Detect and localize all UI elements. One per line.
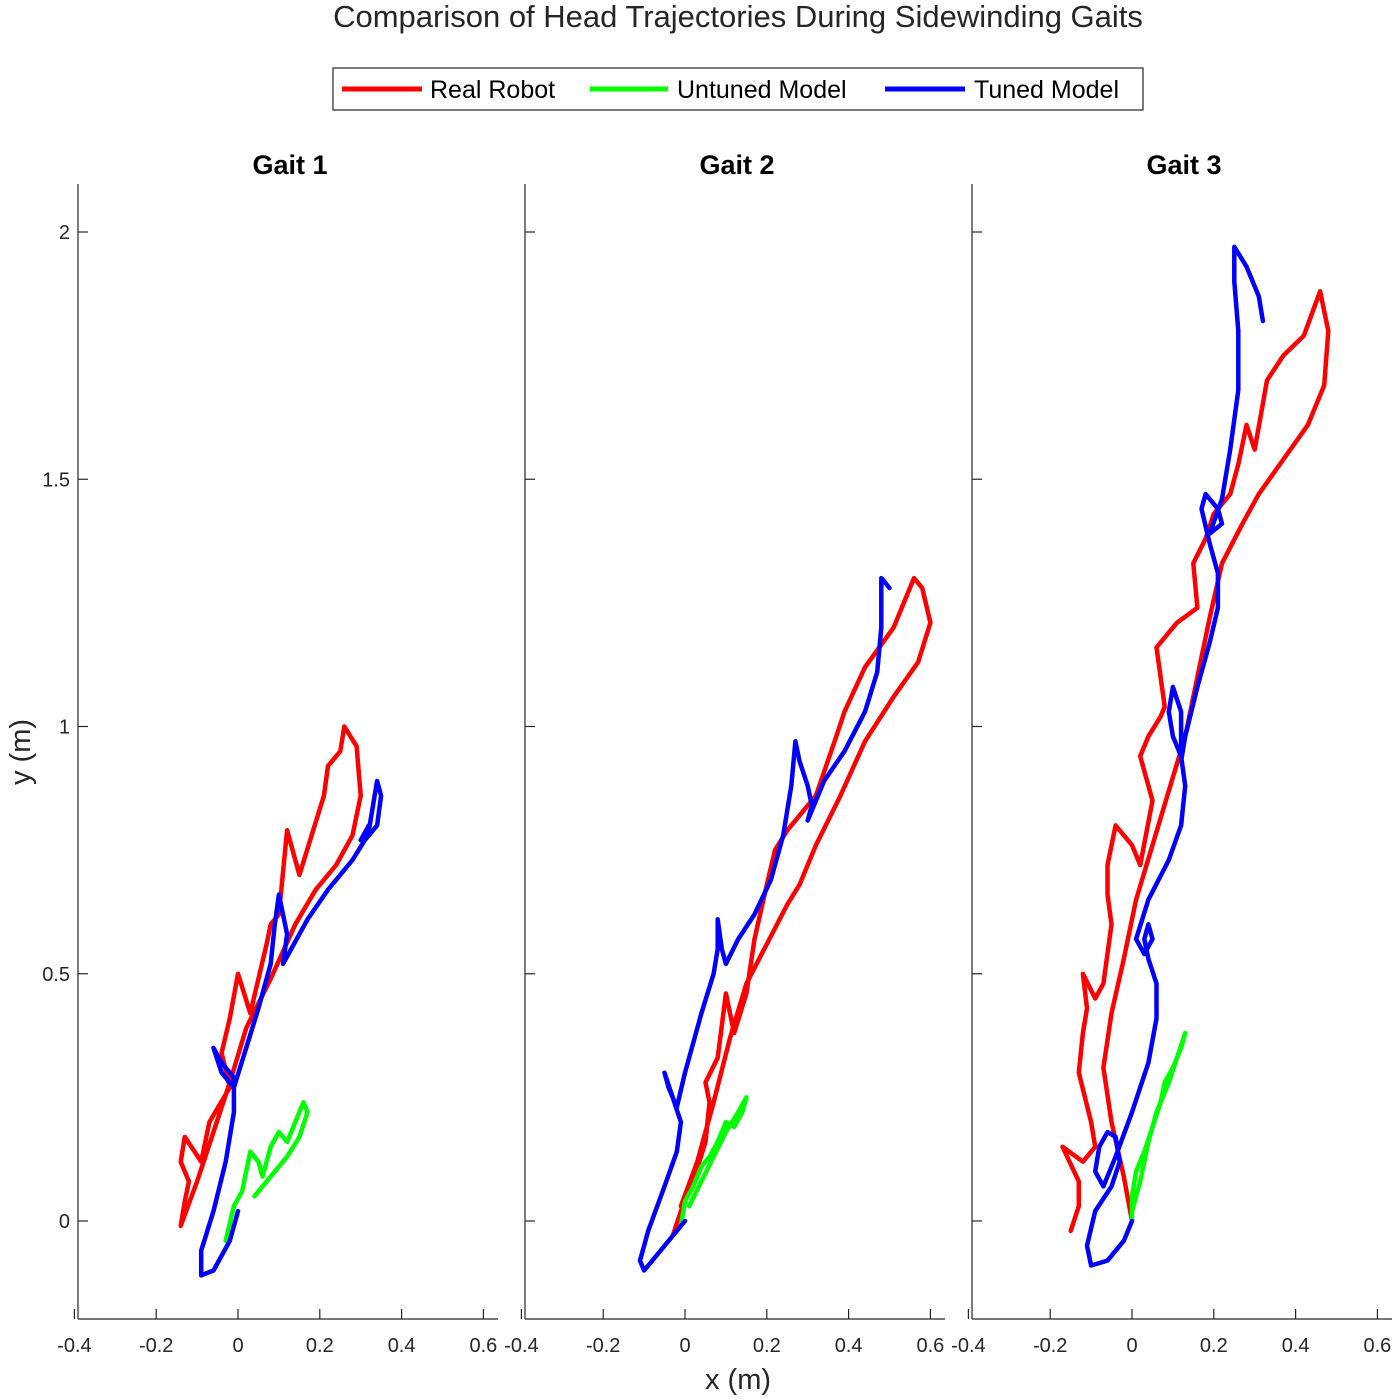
legend-label-tuned-model: Tuned Model <box>974 76 1119 104</box>
x-tick-label: -0.4 <box>57 1335 91 1357</box>
y-tick-label: 0 <box>59 1211 70 1233</box>
x-tick-label: 0 <box>1126 1335 1137 1357</box>
series-line-untuned-model <box>223 1100 310 1244</box>
y-tick-label: 2 <box>59 222 70 244</box>
panel-title: Gait 2 <box>699 150 774 180</box>
legend-label-untuned-model: Untuned Model <box>677 76 847 104</box>
x-tick-label: 0 <box>232 1335 243 1357</box>
x-tick-label: -0.4 <box>951 1335 985 1357</box>
x-tick-label: 0.4 <box>1282 1335 1310 1357</box>
x-tick-label: 0.6 <box>916 1335 944 1357</box>
x-axis-label: x (m) <box>705 1364 771 1396</box>
x-tick-label: 0.2 <box>306 1335 334 1357</box>
x-tick-label: -0.2 <box>139 1335 173 1357</box>
panel-1: 0 0.5 1 1.5 2 -0.4 -0.2 0 0.2 0.4 0.6 Gait 1 <box>42 150 498 1357</box>
panel-title: Gait 3 <box>1146 150 1221 180</box>
y-axis-label: y (m) <box>5 719 37 785</box>
legend-box <box>332 67 1144 111</box>
y-tick-label: 0.5 <box>42 964 70 986</box>
y-tick-label: 1.5 <box>42 469 70 491</box>
panel-title: Gait 1 <box>252 150 327 180</box>
x-tick-label: 0.2 <box>753 1335 781 1357</box>
series-line-untuned-model <box>678 1095 749 1229</box>
x-tick-label: 0.6 <box>1363 1335 1391 1357</box>
series-line-real-robot <box>1060 289 1331 1234</box>
series-line-tuned-model <box>1084 244 1266 1268</box>
figure-title: Comparison of Head Trajectories During S… <box>333 0 1143 34</box>
y-tick-label: 1 <box>59 717 70 739</box>
series-line-tuned-model <box>198 778 384 1278</box>
panel-2: -0.4 -0.2 0 0.2 0.4 0.6 Gait 2 <box>504 150 945 1357</box>
x-tick-label: -0.4 <box>504 1335 538 1357</box>
x-tick-label: 0.4 <box>835 1335 863 1357</box>
series-line-real-robot <box>178 724 363 1229</box>
legend: Real Robot Untuned Model Tuned Model <box>332 67 1144 111</box>
x-tick-label: 0 <box>679 1335 690 1357</box>
x-tick-label: 0.4 <box>388 1335 416 1357</box>
x-tick-label: -0.2 <box>586 1335 620 1357</box>
series-line-real-robot <box>670 575 933 1239</box>
legend-label-real-robot: Real Robot <box>430 76 555 104</box>
x-tick-label: 0.2 <box>1200 1335 1228 1357</box>
series-line-untuned-model <box>1129 1030 1188 1224</box>
series-line-tuned-model <box>637 575 892 1273</box>
panel-3: -0.4 -0.2 0 0.2 0.4 0.6 Gait 3 <box>951 150 1392 1357</box>
x-tick-label: -0.2 <box>1033 1335 1067 1357</box>
x-tick-label: 0.6 <box>469 1335 497 1357</box>
